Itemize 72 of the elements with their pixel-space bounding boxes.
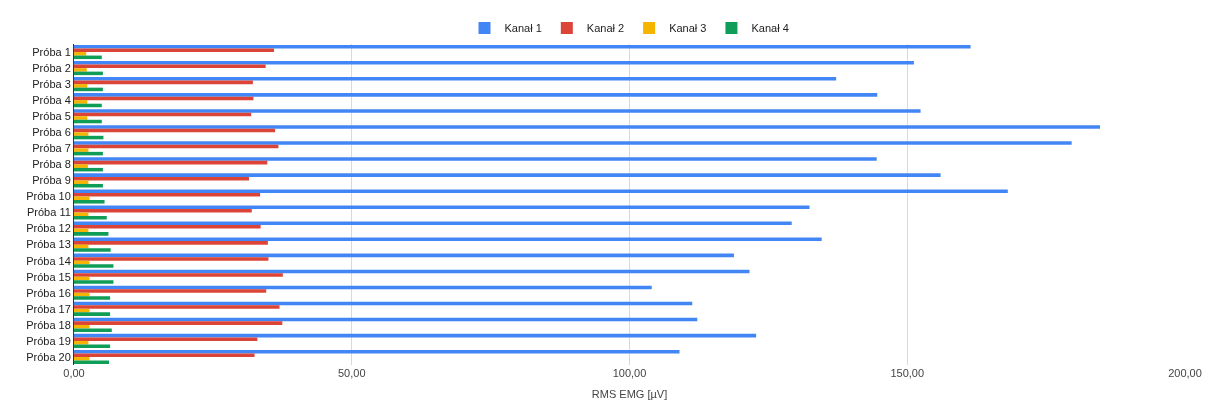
y-tick-label: Próba 6: [32, 126, 71, 139]
y-tick-label: Próba 16: [26, 286, 71, 299]
x-axis-title: RMS EMG [µV]: [591, 388, 668, 401]
bar: [74, 189, 1008, 193]
bar: [74, 52, 87, 56]
bar: [74, 68, 87, 72]
bar: [74, 264, 114, 268]
bar: [74, 225, 261, 229]
x-tick-label: 100,00: [612, 367, 647, 379]
y-tick-label: Próba 1: [32, 45, 71, 58]
bar: [74, 337, 258, 341]
y-tick-label: Próba 11: [26, 206, 71, 219]
bar: [74, 77, 837, 81]
bar: [74, 93, 878, 97]
y-tick-label: Próba 18: [26, 318, 71, 331]
bar: [74, 312, 111, 316]
legend-label: Kanał 4: [751, 22, 789, 35]
bar: [74, 132, 89, 136]
bar: [74, 344, 111, 348]
bar: [74, 321, 283, 325]
bar: [74, 173, 941, 177]
y-tick-label: Próba 15: [26, 270, 71, 283]
bar: [74, 328, 112, 332]
y-tick-label: Próba 7: [32, 142, 71, 155]
bar: [74, 48, 274, 53]
bar: [74, 61, 914, 65]
bar: [74, 125, 1101, 129]
bar: [74, 296, 111, 300]
bar: [74, 100, 88, 104]
bar: [74, 208, 252, 213]
y-tick-label: Próba 10: [26, 190, 71, 203]
legend-label: Kanał 2: [586, 22, 625, 35]
bar: [74, 248, 111, 252]
bar: [74, 241, 268, 245]
y-tick-label: Próba 3: [32, 77, 71, 90]
y-tick-label: Próba 19: [26, 334, 71, 347]
bar: [74, 273, 283, 277]
y-tick-label: Próba 12: [26, 222, 71, 235]
bar: [74, 180, 89, 184]
bar: [74, 196, 90, 201]
bar: [74, 148, 89, 152]
y-tick-label: Próba 13: [26, 238, 71, 251]
legend-label: Kanał 3: [669, 22, 707, 35]
y-tick-label: Próba 2: [32, 61, 71, 74]
x-tick-label: 50,00: [337, 367, 366, 379]
bar: [74, 116, 88, 120]
bar: [74, 353, 255, 357]
bar: [74, 280, 114, 284]
bar: [74, 200, 105, 204]
y-tick-label: Próba 5: [32, 110, 71, 123]
y-tick-label: Próba 8: [32, 158, 71, 171]
legend-label: Kanał 1: [504, 22, 542, 35]
y-tick-label: Próba 4: [32, 94, 71, 107]
y-tick-label: Próba 20: [26, 350, 71, 363]
bar: [74, 109, 921, 113]
bar: [74, 289, 267, 293]
y-tick-label: Próba 9: [32, 174, 71, 187]
x-tick-label: 150,00: [890, 367, 925, 379]
bar: [74, 141, 1072, 145]
bar: [74, 257, 269, 261]
bar: [74, 205, 810, 209]
y-tick-label: Próba 14: [26, 254, 71, 267]
bar: [74, 232, 109, 236]
bar: [74, 216, 107, 220]
y-tick-label: Próba 17: [26, 302, 71, 315]
x-tick-label: 0,00: [63, 367, 85, 379]
bar: [74, 305, 280, 309]
bar: [74, 356, 90, 361]
bar: [74, 157, 877, 161]
x-tick-label: 200,00: [1168, 367, 1202, 379]
bar: [74, 84, 88, 88]
bar: [74, 164, 88, 168]
